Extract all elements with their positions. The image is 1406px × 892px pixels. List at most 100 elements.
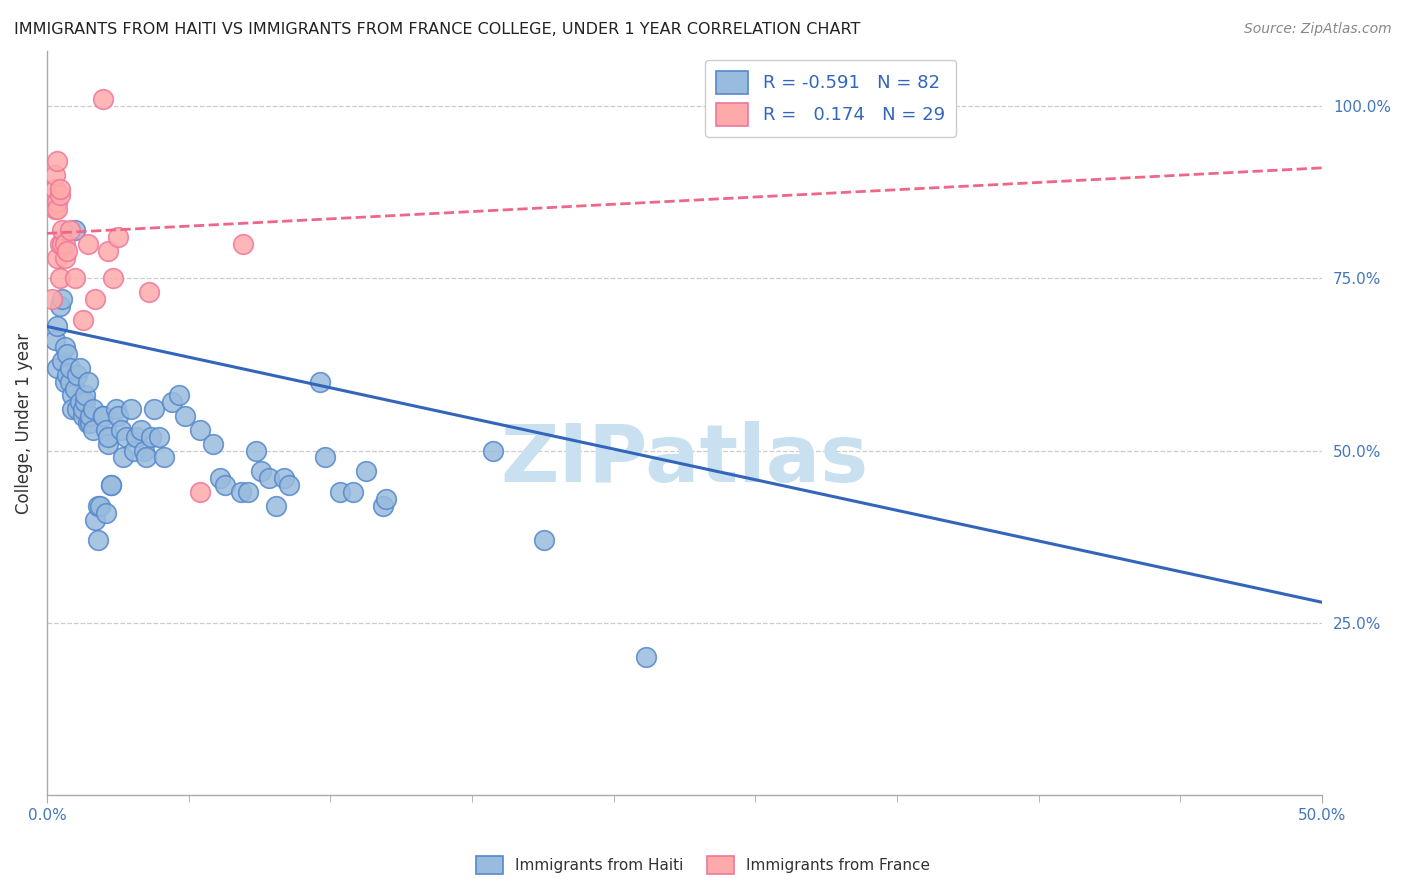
Point <box>122 443 145 458</box>
Point <box>308 375 330 389</box>
Point <box>120 402 142 417</box>
Point <box>354 464 377 478</box>
Point <box>48 188 70 202</box>
Point <box>91 409 114 423</box>
Point <box>72 402 94 417</box>
Point <box>342 484 364 499</box>
Point <box>44 181 66 195</box>
Point <box>53 251 76 265</box>
Point <box>69 395 91 409</box>
Point <box>273 471 295 485</box>
Point <box>56 347 79 361</box>
Point <box>59 223 82 237</box>
Legend: Immigrants from Haiti, Immigrants from France: Immigrants from Haiti, Immigrants from F… <box>470 850 936 880</box>
Point <box>56 368 79 382</box>
Point <box>66 402 89 417</box>
Point <box>46 195 69 210</box>
Point <box>94 506 117 520</box>
Point <box>229 484 252 499</box>
Point <box>107 409 129 423</box>
Point <box>53 236 76 251</box>
Point <box>266 499 288 513</box>
Point <box>82 402 104 417</box>
Point <box>314 450 336 465</box>
Point <box>48 181 70 195</box>
Point <box>72 312 94 326</box>
Point <box>46 202 69 217</box>
Legend: R = -0.591   N = 82, R =   0.174   N = 29: R = -0.591 N = 82, R = 0.174 N = 29 <box>706 60 956 136</box>
Point <box>87 499 110 513</box>
Point <box>115 430 138 444</box>
Point <box>125 430 148 444</box>
Point <box>53 340 76 354</box>
Point <box>169 388 191 402</box>
Point <box>257 471 280 485</box>
Point <box>87 533 110 548</box>
Point <box>41 292 63 306</box>
Point <box>56 244 79 258</box>
Point <box>103 271 125 285</box>
Point <box>53 375 76 389</box>
Point <box>209 471 232 485</box>
Point <box>46 360 69 375</box>
Point <box>51 292 73 306</box>
Point <box>533 533 555 548</box>
Point <box>138 285 160 299</box>
Point <box>69 360 91 375</box>
Point <box>143 402 166 417</box>
Point <box>48 271 70 285</box>
Point <box>250 464 273 478</box>
Point <box>107 230 129 244</box>
Point <box>153 450 176 465</box>
Point <box>375 491 398 506</box>
Point <box>94 423 117 437</box>
Point <box>46 319 69 334</box>
Point <box>238 484 260 499</box>
Point <box>63 223 86 237</box>
Point <box>60 402 83 417</box>
Point <box>75 395 97 409</box>
Point <box>148 430 170 444</box>
Point <box>188 423 211 437</box>
Point <box>75 388 97 402</box>
Point <box>104 402 127 417</box>
Y-axis label: College, Under 1 year: College, Under 1 year <box>15 333 32 514</box>
Point <box>91 92 114 106</box>
Point <box>482 443 505 458</box>
Point <box>214 478 236 492</box>
Point <box>51 236 73 251</box>
Point <box>173 409 195 423</box>
Point <box>373 499 395 513</box>
Point <box>245 443 267 458</box>
Point <box>76 375 98 389</box>
Point <box>76 236 98 251</box>
Point <box>63 271 86 285</box>
Point <box>60 388 83 402</box>
Point <box>232 236 254 251</box>
Point <box>112 450 135 465</box>
Point <box>79 409 101 423</box>
Point <box>201 436 224 450</box>
Point <box>66 368 89 382</box>
Point <box>63 382 86 396</box>
Text: IMMIGRANTS FROM HAITI VS IMMIGRANTS FROM FRANCE COLLEGE, UNDER 1 YEAR CORRELATIO: IMMIGRANTS FROM HAITI VS IMMIGRANTS FROM… <box>14 22 860 37</box>
Point <box>48 236 70 251</box>
Point <box>110 423 132 437</box>
Point <box>79 416 101 430</box>
Point <box>51 354 73 368</box>
Point <box>97 244 120 258</box>
Point <box>72 409 94 423</box>
Point <box>82 423 104 437</box>
Point <box>135 450 157 465</box>
Text: ZIPatlas: ZIPatlas <box>501 421 869 500</box>
Point <box>100 478 122 492</box>
Point <box>100 478 122 492</box>
Point <box>59 360 82 375</box>
Point <box>97 430 120 444</box>
Point <box>59 375 82 389</box>
Point <box>46 153 69 168</box>
Point <box>636 650 658 665</box>
Point <box>329 484 352 499</box>
Point <box>44 202 66 217</box>
Point <box>44 168 66 182</box>
